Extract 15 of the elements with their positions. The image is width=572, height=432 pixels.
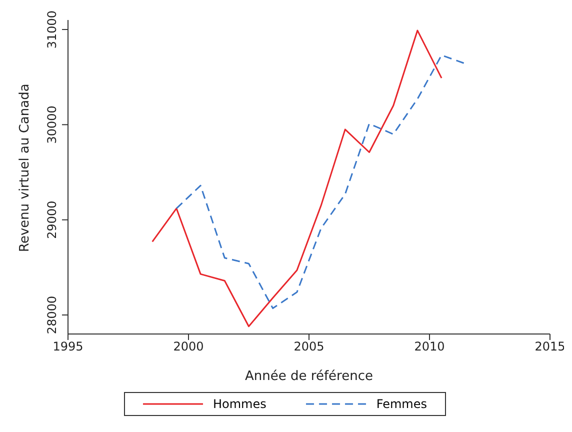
x-tick-label: 1995 bbox=[52, 340, 84, 354]
y-axis-title: Revenu virtuel au Canada bbox=[18, 84, 33, 252]
legend-label: Hommes bbox=[212, 397, 266, 411]
legend-label: Femmes bbox=[375, 397, 428, 411]
y-tick-label: 31000 bbox=[45, 10, 59, 49]
y-tick-label: 29000 bbox=[45, 200, 59, 239]
x-axis-title: Année de référence bbox=[245, 369, 373, 384]
x-tick-label: 2000 bbox=[173, 340, 204, 354]
x-tick-label: 2010 bbox=[414, 340, 445, 354]
line-series bbox=[152, 30, 442, 328]
x-tick-label: 2015 bbox=[534, 340, 566, 354]
y-tick-label: 28000 bbox=[45, 296, 59, 334]
x-tick-label: 2005 bbox=[294, 340, 324, 354]
y-tick-label: 30000 bbox=[45, 106, 59, 144]
line-series bbox=[176, 54, 466, 310]
